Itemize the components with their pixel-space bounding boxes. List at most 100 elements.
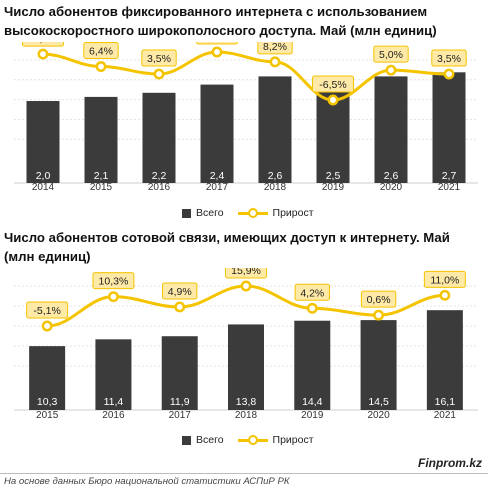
x-tick-label: 2016 xyxy=(148,182,171,193)
bar xyxy=(426,310,463,410)
growth-label: 11,0% xyxy=(430,274,459,286)
bar xyxy=(432,72,466,183)
bar-value-label: 2,4 xyxy=(210,170,225,182)
bar-value-label: 10,3 xyxy=(37,396,58,408)
bar xyxy=(228,324,264,410)
x-tick-label: 2019 xyxy=(301,410,324,421)
growth-label-box xyxy=(360,290,397,308)
growth-label-box xyxy=(423,270,466,288)
chart1-legend: Всего Прирост xyxy=(182,207,314,219)
chart2-legend: Всего Прирост xyxy=(182,434,314,446)
x-tick-label: 2019 xyxy=(322,182,345,193)
growth-label: 3,5% xyxy=(437,53,461,65)
x-tick-label: 2020 xyxy=(367,410,390,421)
source-note: На основе данных Бюро национальной стати… xyxy=(4,476,290,487)
legend-line-label: Прирост xyxy=(272,434,314,446)
x-tick-label: 2017 xyxy=(206,182,229,193)
bar-value-label: 2,5 xyxy=(326,170,341,182)
bar xyxy=(142,92,176,183)
growth-point xyxy=(211,46,223,58)
bar-value-label: 14,4 xyxy=(302,396,323,408)
x-tick-label: 2016 xyxy=(102,410,125,421)
bar-value-label: 2,2 xyxy=(152,170,167,182)
growth-point xyxy=(240,280,252,292)
legend-line-swatch xyxy=(237,435,268,445)
growth-label-box xyxy=(26,301,69,319)
bar-value-label: 2,6 xyxy=(384,170,399,182)
bar xyxy=(161,336,198,410)
bar xyxy=(84,96,118,183)
growth-point xyxy=(95,61,107,72)
growth-label-box xyxy=(257,42,293,55)
x-tick-label: 2018 xyxy=(235,410,258,421)
bar-value-label: 2,1 xyxy=(94,170,109,182)
legend-line-swatch xyxy=(237,208,268,218)
growth-label: 0,6% xyxy=(367,294,391,306)
chart2-mobile-internet: 10,3 2015 11,4 2016 11,9 2017 13,8 2018 14,4 2019… xyxy=(14,268,478,421)
growth-point xyxy=(443,68,455,80)
bar-value-label: 2,7 xyxy=(442,170,457,182)
bar xyxy=(294,320,331,410)
growth-point xyxy=(269,56,281,68)
growth-label-box xyxy=(225,268,267,279)
growth-label: 10,3% xyxy=(99,276,129,288)
growth-label: 4,2% xyxy=(300,287,324,299)
x-tick-label: 2020 xyxy=(380,182,403,193)
growth-label: 6,4% xyxy=(89,46,113,58)
bar-value-label: 14,5 xyxy=(368,396,389,408)
growth-label-box xyxy=(294,283,330,301)
bar xyxy=(374,76,408,183)
x-tick-label: 2017 xyxy=(169,410,192,421)
growth-label: 15,9% xyxy=(231,268,261,277)
growth-label: 8,2% xyxy=(263,42,287,53)
x-tick-label: 2018 xyxy=(264,182,287,193)
legend-bar-label: Всего xyxy=(196,207,224,219)
growth-label-box xyxy=(83,42,119,60)
legend-line-label: Прирост xyxy=(272,207,314,219)
growth-label: 3,5% xyxy=(147,53,171,65)
growth-label-box xyxy=(141,49,177,67)
growth-label-box xyxy=(431,49,467,67)
bar xyxy=(258,76,292,183)
growth-point xyxy=(439,289,451,301)
growth-label-box xyxy=(373,45,409,63)
x-tick-label: 2014 xyxy=(32,182,55,193)
growth-point xyxy=(306,302,318,314)
legend-bar-swatch xyxy=(182,208,191,218)
x-tick-label: 2021 xyxy=(434,410,457,421)
brand-logo: Finprom.kz xyxy=(417,456,482,470)
bar-value-label: 13,8 xyxy=(236,396,257,408)
growth-point xyxy=(385,64,397,76)
bar xyxy=(360,320,397,410)
growth-label: -6,5% xyxy=(319,79,346,91)
growth-label: 12,0% xyxy=(202,42,232,43)
growth-label: 5,0% xyxy=(379,49,403,61)
legend-bar-swatch xyxy=(182,435,191,445)
growth-point xyxy=(153,68,165,80)
growth-label-box xyxy=(22,42,64,47)
bar xyxy=(26,101,60,183)
growth-point xyxy=(373,309,385,321)
bar-value-label: 11,4 xyxy=(104,396,124,408)
bar-value-label: 2,6 xyxy=(268,170,283,182)
bar xyxy=(200,84,234,183)
bar-value-label: 16,1 xyxy=(435,396,456,408)
bar-value-label: 11,9 xyxy=(170,396,190,408)
growth-point xyxy=(41,320,53,332)
growth-label-box xyxy=(196,42,238,45)
growth-line xyxy=(42,50,450,102)
x-tick-label: 2015 xyxy=(36,410,59,421)
growth-label-box xyxy=(162,282,198,300)
growth-label: 4,9% xyxy=(168,286,192,298)
footer-divider xyxy=(0,473,488,474)
bar xyxy=(29,346,66,410)
bar-value-label: 2,0 xyxy=(36,170,51,182)
legend-bar-label: Всего xyxy=(196,434,224,446)
growth-label: 11,2% xyxy=(29,42,58,45)
growth-point xyxy=(107,291,119,303)
chart1-fixed-internet: 2,020142,120152,220162,420172,620182,520… xyxy=(14,42,478,193)
x-tick-label: 2021 xyxy=(438,182,461,193)
growth-label: -5,1% xyxy=(33,305,60,317)
growth-label-box xyxy=(92,272,135,290)
bar xyxy=(95,339,132,410)
